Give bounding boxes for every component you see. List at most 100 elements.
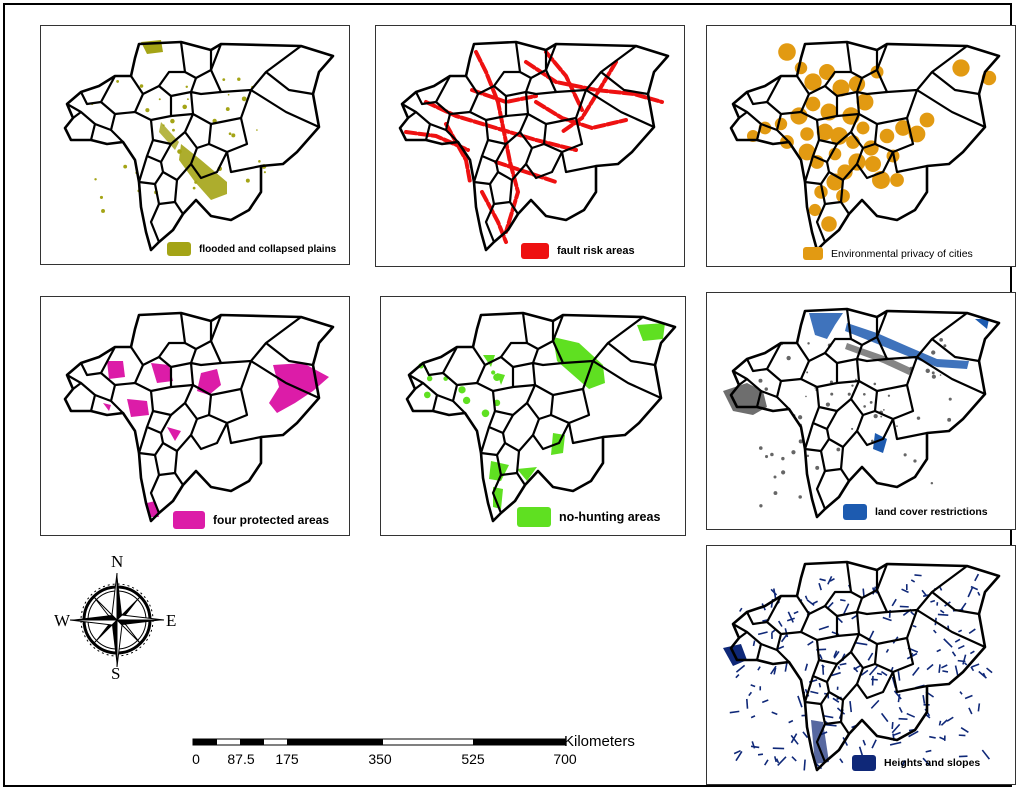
- overlay-dot: [170, 118, 175, 124]
- legend-label: Heights and slopes: [884, 757, 981, 769]
- overlay-dot: [245, 178, 250, 183]
- overlay-dot: [458, 386, 466, 394]
- district-boundary: [491, 474, 503, 514]
- region-fill: [65, 42, 333, 250]
- legend: land cover restrictions: [843, 504, 988, 520]
- district-boundary: [157, 70, 198, 98]
- slope-segment: [750, 684, 756, 688]
- overlay-dot: [887, 394, 891, 397]
- slope-segment: [818, 582, 822, 591]
- scale-tick-label: 525: [461, 751, 485, 767]
- map-panel-heights-slopes: Heights and slopes: [706, 545, 1016, 785]
- district-boundary: [149, 203, 161, 243]
- city-buffer: [778, 43, 796, 61]
- slope-segment: [790, 734, 799, 745]
- slope-segment: [958, 629, 963, 633]
- map-group: [398, 40, 670, 252]
- slope-segment: [936, 648, 942, 653]
- overlay-dot: [99, 195, 104, 199]
- district-boundary: [819, 446, 845, 473]
- district-boundary: [484, 203, 496, 243]
- slope-segment: [860, 669, 869, 676]
- district-boundary: [149, 474, 161, 514]
- slope-segment: [818, 682, 822, 688]
- district-boundary: [891, 151, 928, 174]
- region-map: [63, 311, 335, 523]
- slope-segment: [839, 758, 844, 764]
- legend: Heights and slopes: [852, 755, 980, 771]
- legend: Environmental privacy of cities: [803, 247, 973, 260]
- district-boundary: [516, 472, 526, 486]
- slope-segment: [858, 746, 863, 756]
- slope-segment: [803, 759, 806, 771]
- slope-segment: [735, 664, 746, 673]
- overlay-dot: [158, 98, 161, 101]
- district-boundary: [170, 112, 194, 118]
- map-group: [63, 311, 335, 523]
- land-cover-area: [975, 319, 989, 329]
- slope-segment: [882, 616, 892, 622]
- overlay-dot: [913, 459, 917, 463]
- slope-segment: [775, 758, 780, 764]
- slope-segment: [843, 603, 850, 615]
- slope-segment: [974, 573, 980, 582]
- district-boundary: [746, 75, 782, 106]
- city-buffer: [832, 79, 850, 97]
- legend-label: Environmental privacy of cities: [831, 247, 973, 260]
- slope-segment: [978, 670, 987, 679]
- slope-segment: [941, 664, 948, 669]
- overlay-dot: [882, 408, 885, 411]
- protected-area: [167, 427, 181, 441]
- district-boundary: [133, 356, 173, 393]
- overlay-dot: [847, 392, 851, 396]
- district-boundary: [799, 85, 839, 122]
- slope-segment: [862, 739, 867, 746]
- overlay-dot: [880, 415, 883, 418]
- slope-segment: [951, 651, 957, 657]
- map-panel-city-privacy: Environmental privacy of cities: [706, 25, 1016, 267]
- district-boundary: [875, 563, 968, 614]
- scale-tick-label: 0: [192, 751, 200, 767]
- district-boundary: [225, 422, 262, 445]
- slope-segment: [752, 640, 756, 647]
- district-boundary: [492, 70, 533, 98]
- district-boundary: [170, 383, 194, 389]
- fault-line: [544, 50, 584, 112]
- scale-tick-label: 175: [275, 751, 299, 767]
- slope-segment: [750, 715, 756, 719]
- overlay-dot: [798, 439, 803, 444]
- slope-segment: [929, 735, 936, 739]
- overlay-dot: [903, 453, 907, 457]
- overlay-dot: [939, 374, 942, 376]
- district-boundary: [100, 101, 136, 116]
- district-boundary: [265, 71, 314, 96]
- slope-segment: [833, 650, 838, 658]
- slope-segment: [889, 741, 902, 746]
- slope-segment: [811, 600, 818, 605]
- slope-segment: [969, 650, 975, 655]
- overlay-dot: [758, 378, 763, 383]
- slope-segment: [819, 654, 823, 660]
- overlay-dot: [851, 384, 854, 387]
- slope-segment: [960, 727, 969, 733]
- district-boundary: [401, 103, 432, 141]
- district-boundary: [495, 450, 521, 477]
- region-outline: [729, 560, 1001, 772]
- overlay-dot: [222, 78, 226, 82]
- slope-segment: [922, 694, 926, 704]
- slope-segment: [733, 749, 741, 755]
- compass-rose-icon: N S W E: [50, 552, 180, 685]
- legend-label: four protected areas: [213, 513, 330, 527]
- district-boundary: [442, 372, 478, 387]
- slope-segment: [840, 599, 846, 602]
- slope-segment: [930, 599, 936, 603]
- slope-segment: [898, 717, 908, 721]
- district-boundary: [585, 89, 655, 129]
- region-fill: [400, 42, 668, 250]
- district-boundary: [592, 360, 662, 400]
- overlay-dot: [931, 374, 936, 379]
- district-boundary: [815, 203, 827, 243]
- slope-segment: [777, 756, 787, 766]
- overlay-dot: [791, 450, 796, 455]
- overlay-dot: [773, 491, 778, 496]
